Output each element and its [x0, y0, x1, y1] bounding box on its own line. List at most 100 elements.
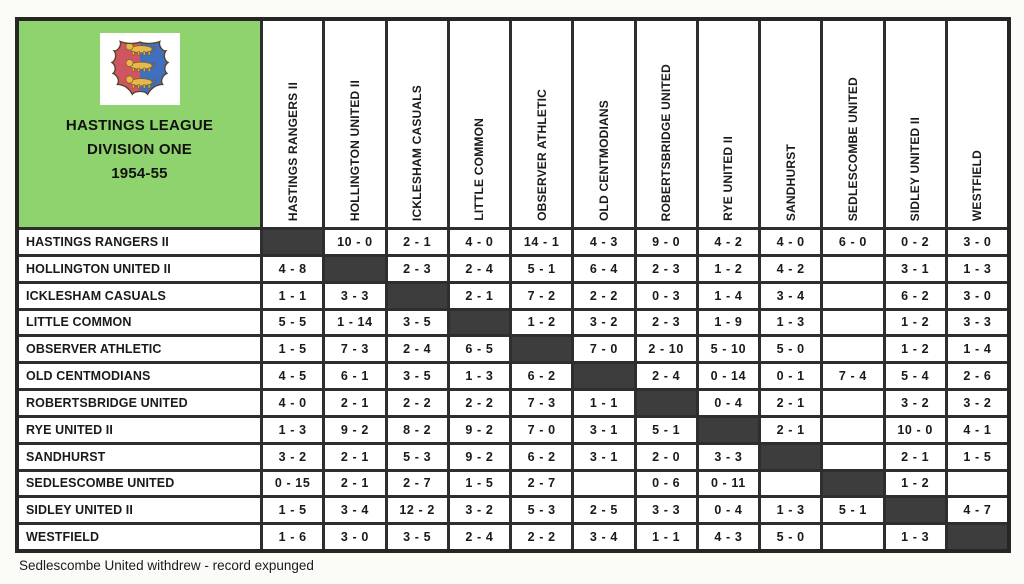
- column-header-label: ROBERTSBRIDGE UNITED: [659, 63, 674, 221]
- column-header: SANDHURST: [761, 21, 821, 227]
- result-cell: 1 - 14: [325, 310, 385, 335]
- diagonal-cell: [947, 525, 1007, 549]
- result-cell: 7 - 3: [325, 337, 385, 362]
- result-cell: 2 - 10: [636, 337, 696, 362]
- row-header: HOLLINGTON UNITED II: [19, 256, 260, 281]
- result-cell: 2 - 3: [387, 256, 447, 281]
- row-header: HASTINGS RANGERS II: [19, 230, 260, 254]
- column-header-label: SEDLESCOMBE UNITED: [845, 76, 860, 221]
- result-cell: 3 - 2: [263, 444, 323, 469]
- result-cell: 10 - 0: [885, 417, 945, 442]
- column-header: OBSERVER ATHLETIC: [512, 21, 572, 227]
- diagonal-cell: [823, 471, 883, 496]
- league-name: HASTINGS LEAGUE: [65, 117, 214, 134]
- result-cell: 3 - 3: [636, 498, 696, 523]
- column-header: SEDLESCOMBE UNITED: [823, 21, 883, 227]
- diagonal-cell: [512, 337, 572, 362]
- result-cell: 1 - 3: [449, 364, 509, 388]
- result-cell: 3 - 4: [761, 283, 821, 308]
- column-header-label: RYE UNITED II: [721, 136, 736, 221]
- diagonal-cell: [387, 283, 447, 308]
- result-cell: 14 - 1: [512, 230, 572, 254]
- result-cell: 0 - 11: [698, 471, 758, 496]
- result-cell: 1 - 3: [885, 525, 945, 549]
- result-cell: 1 - 4: [698, 283, 758, 308]
- result-cell: 3 - 0: [947, 230, 1007, 254]
- result-cell: 3 - 4: [574, 525, 634, 549]
- result-cell: 1 - 4: [947, 337, 1007, 362]
- empty-result-cell: [823, 310, 883, 335]
- result-cell: 3 - 1: [885, 256, 945, 281]
- diagonal-cell: [698, 417, 758, 442]
- result-cell: 5 - 1: [636, 417, 696, 442]
- result-cell: 0 - 15: [263, 471, 323, 496]
- row-header: SIDLEY UNITED II: [19, 498, 260, 523]
- result-cell: 4 - 0: [449, 230, 509, 254]
- empty-result-cell: [823, 525, 883, 549]
- column-header-label: HOLLINGTON UNITED II: [347, 79, 362, 221]
- column-header: SIDLEY UNITED II: [885, 21, 945, 227]
- result-cell: 3 - 4: [325, 498, 385, 523]
- result-cell: 4 - 3: [698, 525, 758, 549]
- result-cell: 9 - 0: [636, 230, 696, 254]
- column-header-label: SANDHURST: [783, 143, 798, 221]
- row-header: WESTFIELD: [19, 525, 260, 549]
- result-cell: 6 - 0: [823, 230, 883, 254]
- result-cell: 2 - 1: [449, 283, 509, 308]
- diagonal-cell: [449, 310, 509, 335]
- result-cell: 4 - 2: [698, 230, 758, 254]
- result-cell: 4 - 1: [947, 417, 1007, 442]
- empty-result-cell: [761, 471, 821, 496]
- result-cell: 4 - 0: [263, 391, 323, 415]
- result-cell: 7 - 2: [512, 283, 572, 308]
- result-cell: 0 - 4: [698, 391, 758, 415]
- result-cell: 8 - 2: [387, 417, 447, 442]
- result-cell: 0 - 3: [636, 283, 696, 308]
- result-cell: 7 - 4: [823, 364, 883, 388]
- result-cell: 5 - 3: [512, 498, 572, 523]
- result-cell: 7 - 0: [574, 337, 634, 362]
- result-cell: 3 - 3: [698, 444, 758, 469]
- result-cell: 1 - 2: [885, 471, 945, 496]
- diagonal-cell: [885, 498, 945, 523]
- result-cell: 0 - 6: [636, 471, 696, 496]
- row-header: OBSERVER ATHLETIC: [19, 337, 260, 362]
- empty-result-cell: [947, 471, 1007, 496]
- result-cell: 9 - 2: [325, 417, 385, 442]
- column-header: OLD CENTMODIANS: [574, 21, 634, 227]
- result-cell: 12 - 2: [387, 498, 447, 523]
- result-cell: 3 - 2: [947, 391, 1007, 415]
- result-cell: 2 - 1: [387, 230, 447, 254]
- result-cell: 1 - 1: [263, 283, 323, 308]
- result-cell: 2 - 1: [325, 444, 385, 469]
- result-cell: 0 - 4: [698, 498, 758, 523]
- result-cell: 1 - 2: [885, 310, 945, 335]
- empty-result-cell: [823, 391, 883, 415]
- result-cell: 2 - 2: [574, 283, 634, 308]
- result-cell: 1 - 2: [885, 337, 945, 362]
- season-label: 1954-55: [111, 165, 168, 182]
- column-header-label: LITTLE COMMON: [472, 118, 487, 221]
- result-cell: 5 - 0: [761, 525, 821, 549]
- column-header: HOLLINGTON UNITED II: [325, 21, 385, 227]
- result-cell: 2 - 5: [574, 498, 634, 523]
- column-header-label: WESTFIELD: [970, 149, 985, 221]
- empty-result-cell: [823, 444, 883, 469]
- empty-result-cell: [823, 283, 883, 308]
- row-header: OLD CENTMODIANS: [19, 364, 260, 388]
- result-cell: 6 - 5: [449, 337, 509, 362]
- row-header: SEDLESCOMBE UNITED: [19, 471, 260, 496]
- result-cell: 10 - 0: [325, 230, 385, 254]
- result-cell: 2 - 3: [636, 310, 696, 335]
- result-cell: 2 - 7: [387, 471, 447, 496]
- result-cell: 3 - 5: [387, 525, 447, 549]
- diagonal-cell: [761, 444, 821, 469]
- result-cell: 2 - 1: [761, 391, 821, 415]
- diagonal-cell: [574, 364, 634, 388]
- result-cell: 2 - 1: [885, 444, 945, 469]
- result-cell: 3 - 1: [574, 444, 634, 469]
- row-header: ICKLESHAM CASUALS: [19, 283, 260, 308]
- result-cell: 5 - 4: [885, 364, 945, 388]
- result-cell: 6 - 2: [512, 364, 572, 388]
- result-cell: 1 - 3: [263, 417, 323, 442]
